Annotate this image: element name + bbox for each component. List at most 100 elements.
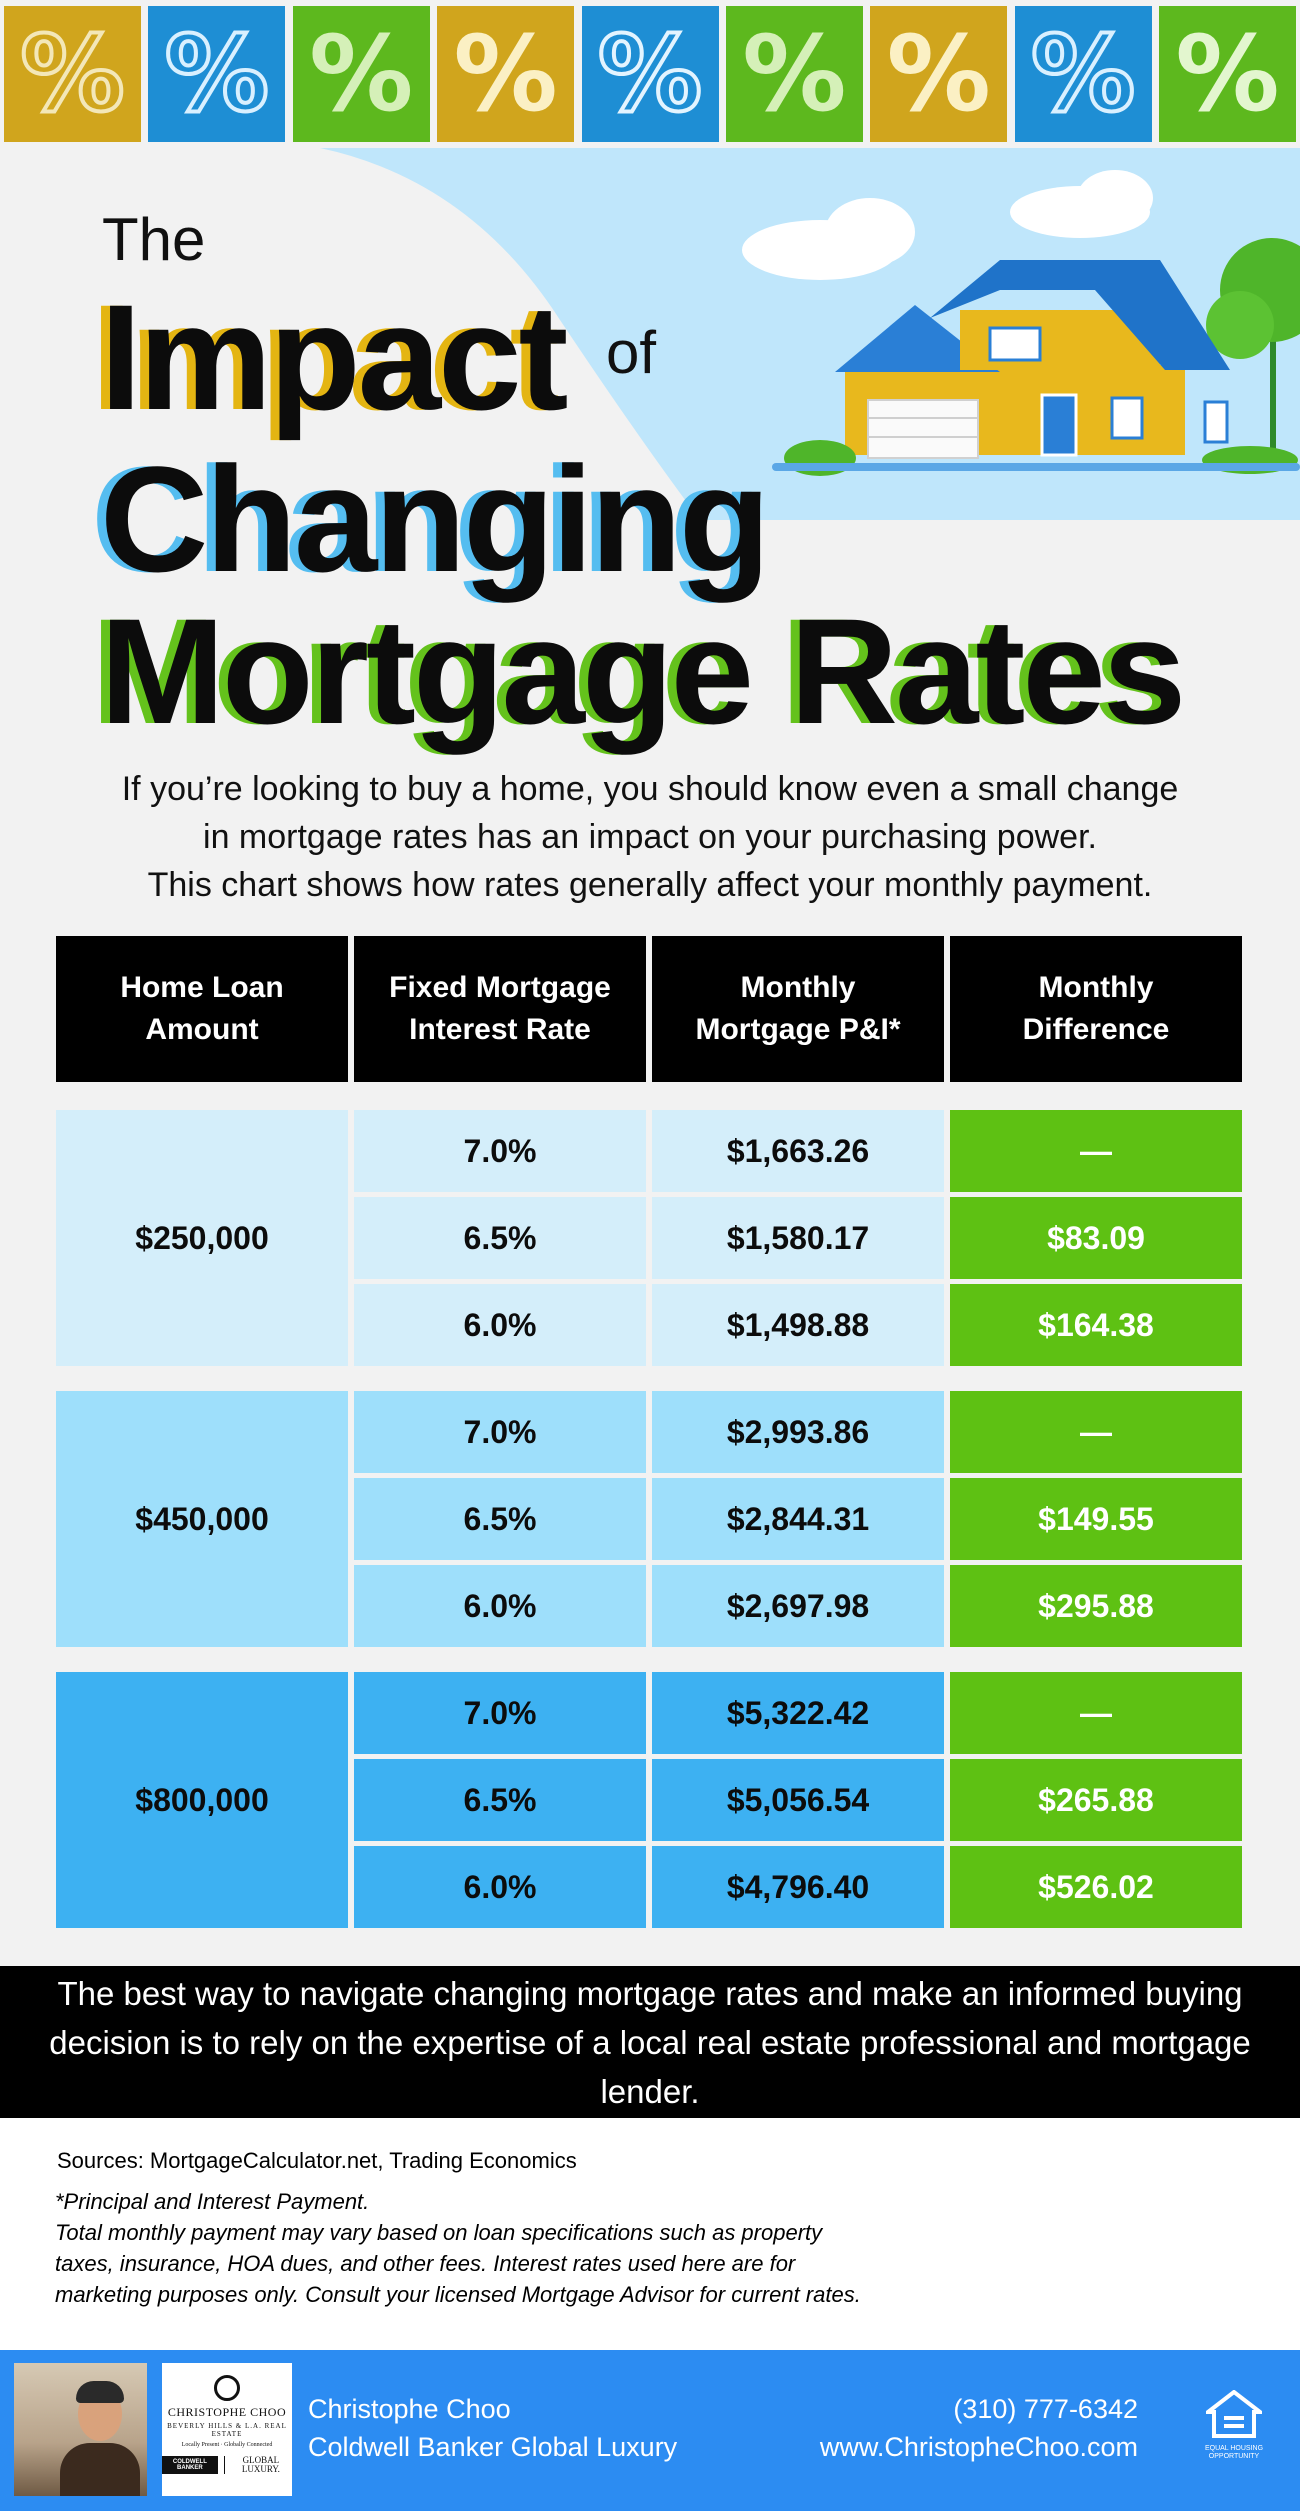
rate-cell: 6.5% bbox=[354, 1478, 646, 1560]
payment-cell: $4,796.40 bbox=[652, 1846, 944, 1928]
table-row: 6.5% $1,580.17 $83.09 bbox=[354, 1197, 1242, 1279]
rate-cell: 6.0% bbox=[354, 1565, 646, 1647]
loan-amount: $250,000 bbox=[56, 1110, 348, 1366]
header-monthly-difference: Monthly Difference bbox=[950, 936, 1242, 1082]
difference-cell: $265.88 bbox=[950, 1759, 1242, 1841]
intro-line: in mortgage rates has an impact on your … bbox=[203, 818, 1097, 856]
percent-tile: % bbox=[1159, 6, 1296, 142]
percent-tile: % bbox=[725, 6, 863, 142]
title-changing: Changing bbox=[100, 435, 771, 603]
loan-amount: $450,000 bbox=[56, 1391, 348, 1647]
table-row: 7.0% $2,993.86 — bbox=[354, 1391, 1242, 1473]
percent-tile: % bbox=[437, 6, 575, 142]
percent-icon: % bbox=[886, 13, 991, 135]
agent-logo: CHRISTOPHE CHOO BEVERLY HILLS & L.A. REA… bbox=[162, 2363, 292, 2496]
header-home-loan-amount: Home Loan Amount bbox=[56, 936, 348, 1082]
sources-text: Sources: MortgageCalculator.net, Trading… bbox=[57, 2148, 577, 2173]
disclaimer-line: Total monthly payment may vary based on … bbox=[55, 2220, 823, 2245]
house-icon bbox=[835, 260, 1230, 459]
intro-line: If you’re looking to buy a home, you sho… bbox=[121, 770, 1179, 808]
title-the: The bbox=[102, 206, 206, 273]
payment-cell: $2,697.98 bbox=[652, 1565, 944, 1647]
payment-cell: $2,993.86 bbox=[652, 1391, 944, 1473]
header-interest-rate: Fixed Mortgage Interest Rate bbox=[354, 936, 646, 1082]
percent-icon: % bbox=[742, 13, 847, 135]
agent-footer: CHRISTOPHE CHOO BEVERLY HILLS & L.A. REA… bbox=[0, 2350, 1300, 2511]
agent-phone[interactable]: (310) 777-6342 bbox=[953, 2394, 1138, 2424]
table-row: 7.0% $1,663.26 — bbox=[354, 1110, 1242, 1192]
percent-tile: % bbox=[292, 6, 430, 142]
tree-icon bbox=[1206, 238, 1300, 450]
disclaimer-line: marketing purposes only. Consult your li… bbox=[55, 2282, 861, 2307]
equal-housing-logo: EQUAL HOUSING OPPORTUNITY bbox=[1194, 2389, 1274, 2461]
agent-photo bbox=[14, 2363, 147, 2496]
rate-cell: 7.0% bbox=[354, 1110, 646, 1192]
disclaimer-notes: *Principal and Interest Payment. Total m… bbox=[55, 2186, 861, 2310]
percent-icon: % bbox=[596, 13, 704, 135]
rate-cell: 7.0% bbox=[354, 1391, 646, 1473]
agent-website-link[interactable]: www.ChristopheChoo.com bbox=[819, 2432, 1138, 2462]
banner-line: decision is to rely on the expertise of … bbox=[49, 2023, 1251, 2110]
disclaimer-line: taxes, insurance, HOA dues, and other fe… bbox=[55, 2251, 796, 2276]
percent-icon: % bbox=[1175, 13, 1280, 135]
table-row: 6.0% $1,498.88 $164.38 bbox=[354, 1284, 1242, 1366]
equal-housing-icon bbox=[1202, 2389, 1266, 2438]
rate-cell: 6.0% bbox=[354, 1284, 646, 1366]
payment-cell: $1,498.88 bbox=[652, 1284, 944, 1366]
title-mortgage-rates: Mortgage Rates bbox=[100, 587, 1186, 755]
house-illustration bbox=[320, 148, 1300, 520]
percent-icon: % bbox=[453, 13, 558, 135]
percent-tile-band: % % % % % % % % % bbox=[0, 0, 1300, 148]
payment-cell: $1,580.17 bbox=[652, 1197, 944, 1279]
payment-cell: $2,844.31 bbox=[652, 1478, 944, 1560]
payment-cell: $5,056.54 bbox=[652, 1759, 944, 1841]
ground-line bbox=[772, 463, 1300, 471]
loan-group-800k: $800,000 7.0% $5,322.42 — 6.5% $5,056.54… bbox=[56, 1672, 1242, 1928]
rate-cell: 6.0% bbox=[354, 1846, 646, 1928]
global-luxury-logo: GLOBAL LUXURY. bbox=[223, 2456, 292, 2474]
difference-cell: — bbox=[950, 1391, 1242, 1473]
table-row: 6.0% $2,697.98 $295.88 bbox=[354, 1565, 1242, 1647]
footnote: *Principal and Interest Payment. bbox=[55, 2189, 370, 2214]
logo-ring-icon bbox=[214, 2375, 240, 2401]
difference-cell: $295.88 bbox=[950, 1565, 1242, 1647]
percent-tile: % bbox=[870, 6, 1008, 142]
payment-cell: $1,663.26 bbox=[652, 1110, 944, 1192]
intro-line: This chart shows how rates generally aff… bbox=[147, 866, 1153, 904]
title-impact: Impact bbox=[100, 273, 568, 441]
title-of: of bbox=[606, 319, 657, 386]
percent-tile: % bbox=[1014, 6, 1152, 142]
rate-cell: 7.0% bbox=[354, 1672, 646, 1754]
mortgage-rate-table: Home Loan Amount Fixed Mortgage Interest R… bbox=[56, 936, 1242, 1928]
table-row: 7.0% $5,322.42 — bbox=[354, 1672, 1242, 1754]
banner-line: The best way to navigate changing mortga… bbox=[57, 1974, 1243, 2012]
agent-company: Coldwell Banker Global Luxury bbox=[308, 2432, 678, 2462]
loan-amount: $800,000 bbox=[56, 1672, 348, 1928]
notes-panel bbox=[0, 2118, 1300, 2350]
difference-cell: — bbox=[950, 1110, 1242, 1192]
difference-cell: $149.55 bbox=[950, 1478, 1242, 1560]
table-row: 6.0% $4,796.40 $526.02 bbox=[354, 1846, 1242, 1928]
percent-tile: % bbox=[4, 6, 141, 142]
difference-cell: $526.02 bbox=[950, 1846, 1242, 1928]
difference-cell: $83.09 bbox=[950, 1197, 1242, 1279]
loan-group-450k: $450,000 7.0% $2,993.86 — 6.5% $2,844.31… bbox=[56, 1391, 1242, 1647]
header-monthly-payment: Monthly Mortgage P&I* bbox=[652, 936, 944, 1082]
cloud-icon bbox=[742, 170, 1153, 280]
percent-icon: % bbox=[1029, 13, 1137, 135]
rate-cell: 6.5% bbox=[354, 1759, 646, 1841]
table-header: Home Loan Amount Fixed Mortgage Interest R… bbox=[56, 936, 1242, 1082]
equal-housing-text: EQUAL HOUSING OPPORTUNITY bbox=[1204, 2445, 1264, 2460]
difference-cell: $164.38 bbox=[950, 1284, 1242, 1366]
payment-cell: $5,322.42 bbox=[652, 1672, 944, 1754]
percent-icon: % bbox=[18, 13, 126, 135]
percent-tile: % bbox=[581, 6, 719, 142]
table-row: 6.5% $5,056.54 $265.88 bbox=[354, 1759, 1242, 1841]
percent-icon: % bbox=[309, 13, 414, 135]
difference-cell: — bbox=[950, 1672, 1242, 1754]
percent-icon: % bbox=[163, 13, 271, 135]
advice-banner: The best way to navigate changing mortga… bbox=[0, 1966, 1300, 2118]
loan-group-250k: $250,000 7.0% $1,663.26 — 6.5% $1,580.17… bbox=[56, 1110, 1242, 1366]
agent-name: Christophe Choo bbox=[308, 2394, 511, 2424]
percent-tile: % bbox=[148, 6, 286, 142]
